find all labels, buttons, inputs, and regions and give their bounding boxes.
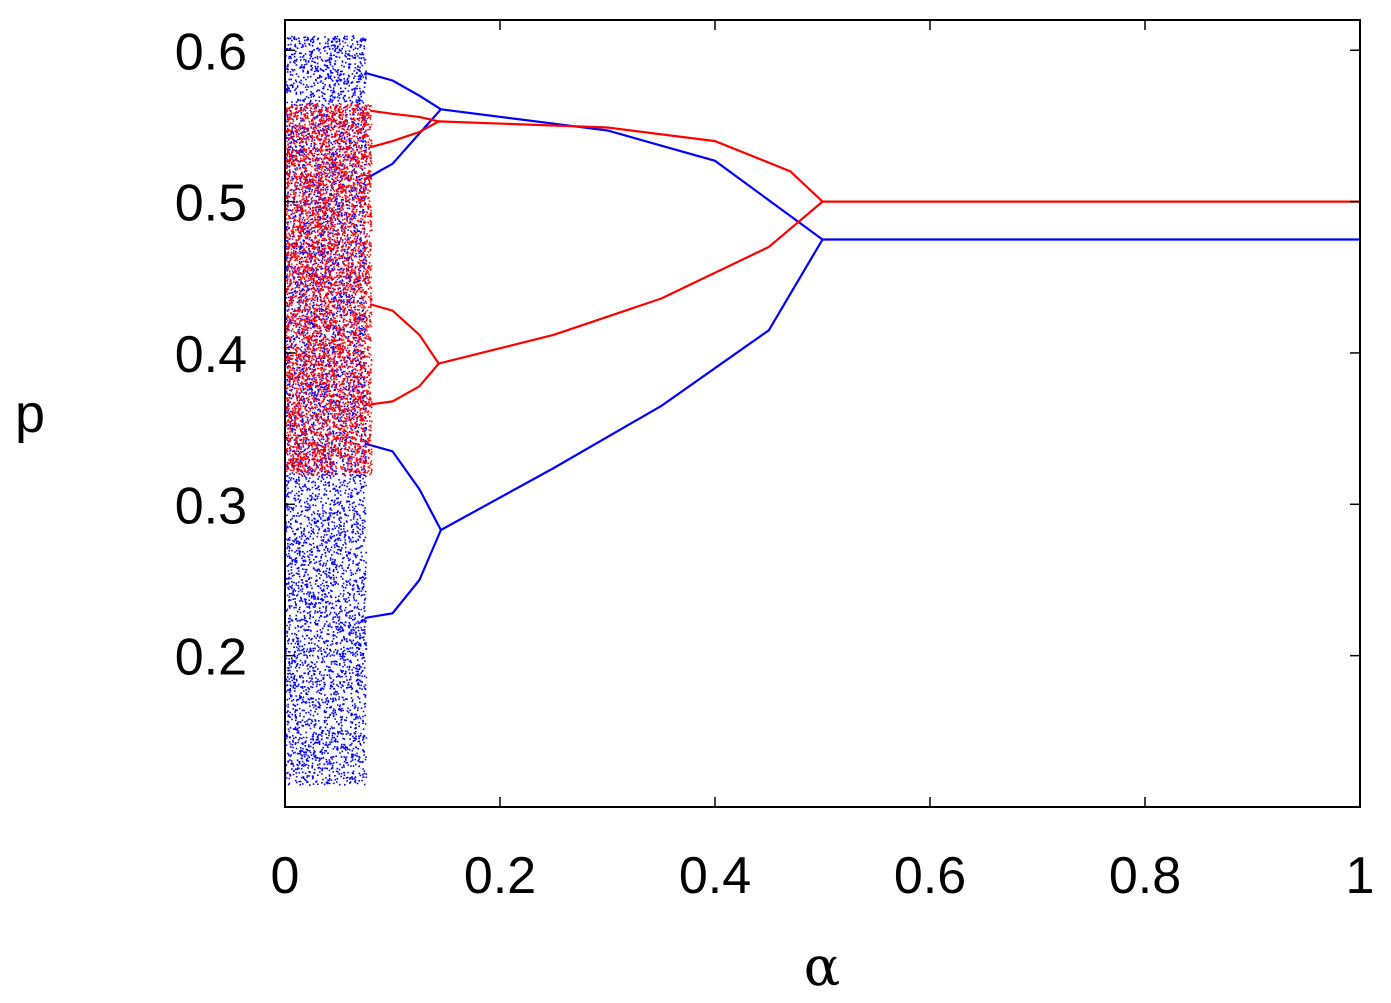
x-tick-label: 0.8	[1109, 847, 1181, 905]
branch-curve	[364, 108, 442, 180]
x-axis-label: α	[804, 935, 840, 998]
branch-curve	[364, 442, 442, 532]
x-tick-label: 1	[1346, 847, 1375, 905]
branch-curve	[364, 528, 442, 619]
branch-curve	[369, 303, 440, 365]
branch-curve	[369, 362, 440, 406]
y-axis-label: p	[15, 384, 45, 444]
branch-curve	[437, 120, 824, 203]
branch-curve	[364, 71, 442, 111]
y-tick-label: 0.4	[175, 326, 247, 384]
y-tick-label: 0.2	[175, 629, 247, 687]
branch-curve	[369, 120, 440, 149]
y-tick-label: 0.3	[175, 477, 247, 535]
x-tick-label: 0.2	[464, 847, 536, 905]
x-tick-label: 0.4	[679, 847, 751, 905]
branch-curve	[369, 109, 440, 123]
chaotic-band	[285, 103, 373, 476]
branch-curve	[439, 108, 824, 241]
branch-curve	[439, 238, 824, 532]
y-tick-label: 0.5	[175, 175, 247, 233]
x-tick-label: 0.6	[894, 847, 966, 905]
y-tick-label: 0.6	[175, 23, 247, 81]
plot-frame	[284, 19, 1361, 808]
branch-curve	[437, 200, 824, 365]
series-0	[285, 35, 1362, 786]
series-1	[285, 103, 1362, 476]
plot-area	[285, 35, 1362, 786]
x-tick-label: 0	[271, 847, 300, 905]
axis-ticks: 0 0.2 0.4 0.6 0.8 1 0.2 0.3 0.4 0.5 0.6	[175, 20, 1375, 905]
